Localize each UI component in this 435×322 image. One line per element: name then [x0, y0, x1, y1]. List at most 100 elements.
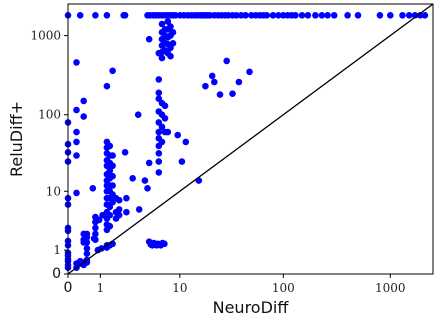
data-point	[174, 131, 181, 139]
points-layer	[64, 12, 429, 272]
data-point	[73, 106, 80, 114]
data-point	[292, 12, 299, 19]
y-tick-label: 10	[46, 184, 61, 198]
data-point	[167, 23, 174, 30]
identity-line	[67, 3, 434, 275]
data-point	[399, 12, 406, 19]
data-point	[202, 82, 209, 90]
data-point	[167, 52, 174, 60]
data-point	[233, 12, 240, 19]
y-axis: 0 1 10 100 1000	[30, 29, 68, 282]
y-tick-label: 1	[53, 243, 61, 257]
data-point	[182, 138, 190, 146]
data-point	[312, 12, 319, 19]
data-point	[178, 158, 186, 165]
y-axis-label: ReluDiff+	[7, 101, 26, 177]
data-point	[92, 236, 99, 243]
data-point	[73, 152, 80, 159]
data-point	[216, 91, 224, 98]
data-point	[223, 57, 230, 65]
data-point	[242, 12, 249, 19]
plot-frame	[67, 3, 434, 275]
data-point	[164, 128, 172, 136]
data-point	[324, 12, 331, 19]
data-point	[275, 12, 282, 19]
y-tick-label: 100	[38, 108, 61, 122]
data-point	[121, 12, 129, 19]
data-point	[155, 128, 163, 136]
data-point	[411, 12, 419, 19]
data-point	[376, 12, 384, 19]
data-point	[405, 12, 413, 19]
data-point	[109, 152, 116, 159]
data-point	[80, 97, 87, 105]
data-point	[89, 185, 97, 192]
data-point	[106, 211, 114, 219]
data-point	[83, 250, 91, 257]
data-point	[269, 12, 277, 19]
data-point	[235, 78, 243, 86]
data-point	[76, 12, 84, 19]
data-point	[211, 78, 218, 86]
data-point	[73, 128, 80, 136]
data-point	[134, 111, 142, 118]
data-point	[129, 175, 136, 182]
data-point	[158, 20, 166, 28]
x-axis-label: NeuroDiff	[213, 298, 290, 317]
x-tick-label: 0	[64, 280, 73, 296]
data-point	[83, 239, 91, 246]
data-point	[421, 12, 429, 19]
data-point	[387, 12, 394, 19]
data-point	[115, 211, 123, 219]
data-point	[161, 102, 169, 110]
data-point	[106, 142, 114, 150]
data-point	[73, 59, 80, 66]
data-point	[106, 222, 114, 230]
data-point	[161, 240, 168, 248]
data-point	[109, 172, 116, 180]
data-point	[73, 189, 80, 197]
data-point	[416, 12, 424, 19]
data-point	[92, 224, 99, 232]
data-point	[158, 54, 166, 62]
data-point	[263, 12, 271, 19]
data-point	[169, 40, 177, 47]
data-point	[155, 150, 163, 157]
data-point	[109, 182, 116, 189]
x-axis: 0 1 10 100 1000	[64, 274, 406, 296]
data-point	[115, 206, 123, 213]
data-point	[304, 12, 312, 19]
data-point	[115, 196, 123, 204]
y-tick-label: 0	[52, 266, 61, 282]
data-point	[169, 29, 177, 36]
data-point	[95, 216, 103, 224]
data-point	[123, 208, 130, 216]
data-point	[135, 206, 143, 213]
data-point	[155, 169, 163, 176]
data-point	[229, 90, 236, 97]
data-point	[109, 67, 116, 75]
x-tick-label: 100	[272, 281, 295, 295]
y-tick-label: 1000	[30, 29, 61, 43]
data-point	[141, 177, 149, 184]
data-point	[106, 167, 114, 174]
data-point	[92, 230, 99, 238]
data-point	[298, 12, 306, 19]
data-point	[80, 113, 87, 120]
x-tick-label: 1000	[375, 281, 406, 295]
data-point	[145, 35, 153, 43]
data-point	[164, 18, 172, 25]
x-tick-label: 1	[97, 281, 105, 295]
data-point	[103, 82, 111, 90]
data-point	[344, 12, 351, 19]
data-point	[155, 89, 163, 97]
data-point	[92, 12, 99, 19]
data-point	[103, 12, 111, 19]
data-point	[155, 158, 163, 165]
data-point	[83, 245, 91, 252]
data-point	[330, 12, 338, 19]
data-point	[121, 149, 129, 156]
data-point	[161, 115, 169, 122]
data-point	[145, 159, 153, 167]
